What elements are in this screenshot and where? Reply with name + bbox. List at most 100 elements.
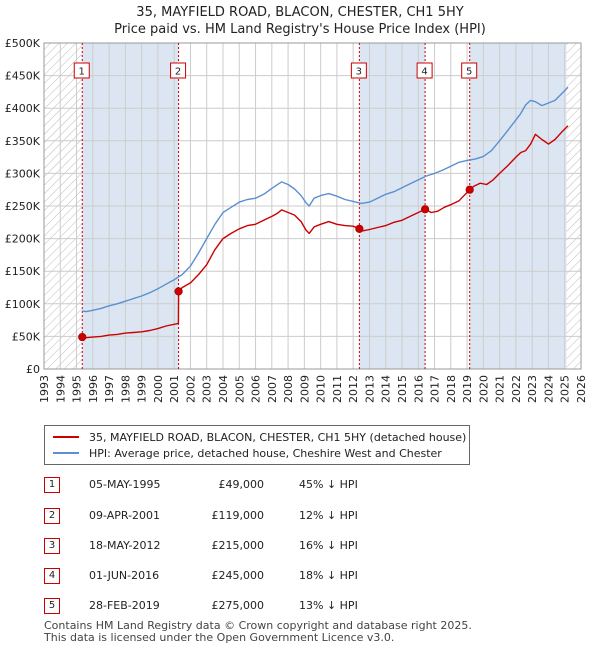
sale-price: £119,000 bbox=[211, 509, 265, 522]
sale-hpi-diff: 45% ↓ HPI bbox=[299, 478, 358, 491]
x-tick-label: 2025 bbox=[559, 375, 572, 403]
chart-title: 35, MAYFIELD ROAD, BLACON, CHESTER, CH1 … bbox=[0, 4, 600, 38]
x-tick-label: 2006 bbox=[250, 375, 263, 403]
x-tick-label: 2020 bbox=[477, 375, 490, 403]
sale-date: 18-MAY-2012 bbox=[89, 539, 161, 552]
x-tick-label: 2000 bbox=[152, 375, 165, 403]
x-tick-label: 2011 bbox=[331, 375, 344, 403]
y-tick-label: £300K bbox=[5, 167, 41, 180]
x-tick-label: 2019 bbox=[461, 375, 474, 403]
chart-subtitle: Price paid vs. HM Land Registry's House … bbox=[114, 22, 486, 37]
y-tick-label: £50K bbox=[12, 330, 41, 343]
series-line-hpi bbox=[82, 86, 569, 313]
x-tick-label: 2004 bbox=[217, 375, 230, 403]
sale-date: 09-APR-2001 bbox=[89, 509, 161, 522]
plot-border bbox=[43, 42, 582, 370]
sale-number-badge: 2 bbox=[44, 508, 60, 524]
sale-marker-box bbox=[73, 62, 90, 79]
table-row: 1 05-MAY-1995 £49,000 45% ↓ HPI bbox=[44, 477, 464, 493]
y-tick-label: £500K bbox=[5, 37, 41, 50]
x-tick-label: 2021 bbox=[494, 375, 507, 403]
chart-title-main: 35, MAYFIELD ROAD, BLACON, CHESTER, CH1 … bbox=[136, 5, 464, 20]
y-tick-label: £100K bbox=[5, 298, 41, 311]
x-tick-label: 2024 bbox=[542, 375, 555, 403]
sale-hpi-diff: 12% ↓ HPI bbox=[299, 509, 358, 522]
sale-price: £245,000 bbox=[211, 569, 265, 582]
legend: 35, MAYFIELD ROAD, BLACON, CHESTER, CH1 … bbox=[44, 425, 470, 465]
x-tick-label: 2016 bbox=[412, 375, 425, 403]
y-tick-label: £350K bbox=[5, 135, 41, 148]
sale-price: £215,000 bbox=[211, 539, 265, 552]
x-tick-label: 1999 bbox=[136, 375, 149, 403]
footer-licence: This data is licensed under the Open Gov… bbox=[44, 631, 395, 644]
sale-point bbox=[174, 287, 183, 296]
x-tick-label: 2014 bbox=[380, 375, 393, 403]
series-line-property bbox=[82, 125, 569, 339]
legend-item-property: 35, MAYFIELD ROAD, BLACON, CHESTER, CH1 … bbox=[53, 429, 466, 445]
x-tick-label: 2017 bbox=[429, 375, 442, 403]
sale-number-badge: 3 bbox=[44, 538, 60, 554]
sale-hpi-diff: 16% ↓ HPI bbox=[299, 539, 358, 552]
legend-item-hpi: HPI: Average price, detached house, Ches… bbox=[53, 445, 442, 461]
sale-point bbox=[78, 332, 87, 342]
x-tick-label: 2015 bbox=[396, 375, 409, 403]
legend-swatch-blue bbox=[53, 452, 79, 454]
x-tick-label: 2026 bbox=[575, 375, 588, 403]
sale-hpi-diff: 18% ↓ HPI bbox=[299, 569, 358, 582]
x-tick-label: 1993 bbox=[38, 375, 51, 403]
footer: Contains HM Land Registry data © Crown c… bbox=[44, 620, 472, 644]
table-row: 2 09-APR-2001 £119,000 12% ↓ HPI bbox=[44, 508, 464, 524]
x-tick-label: 2010 bbox=[315, 375, 328, 403]
sale-marker-box bbox=[170, 62, 187, 79]
sale-marker-box bbox=[350, 62, 367, 79]
footer-copyright: Contains HM Land Registry data © Crown c… bbox=[44, 619, 472, 632]
sale-number-badge: 4 bbox=[44, 568, 60, 584]
sale-marker-box bbox=[416, 62, 433, 79]
x-tick-label: 2001 bbox=[168, 375, 181, 403]
sale-marker-label: 1 bbox=[79, 67, 85, 78]
y-tick-label: £200K bbox=[5, 233, 41, 246]
sale-marker-label: 2 bbox=[175, 67, 181, 78]
table-row: 4 01-JUN-2016 £245,000 18% ↓ HPI bbox=[44, 568, 464, 584]
x-tick-label: 1996 bbox=[87, 375, 100, 403]
x-tick-label: 1994 bbox=[54, 375, 67, 403]
y-tick-label: £150K bbox=[5, 265, 41, 278]
sale-marker-box bbox=[461, 62, 478, 79]
sale-price: £49,000 bbox=[218, 478, 265, 491]
x-tick-label: 2008 bbox=[282, 375, 295, 403]
x-tick-label: 1997 bbox=[103, 375, 116, 403]
sale-date: 01-JUN-2016 bbox=[89, 569, 160, 582]
legend-swatch-red bbox=[53, 436, 79, 438]
sale-marker-label: 5 bbox=[466, 67, 472, 78]
x-tick-label: 2009 bbox=[298, 375, 311, 403]
sale-marker-label: 3 bbox=[356, 67, 362, 78]
x-tick-label: 1998 bbox=[119, 375, 132, 403]
x-tick-label: 2018 bbox=[445, 375, 458, 403]
sale-number-badge: 5 bbox=[44, 598, 60, 614]
table-row: 3 18-MAY-2012 £215,000 16% ↓ HPI bbox=[44, 538, 464, 554]
sale-date: 05-MAY-1995 bbox=[89, 478, 161, 491]
sale-hpi-diff: 13% ↓ HPI bbox=[299, 599, 358, 612]
x-tick-label: 2013 bbox=[363, 375, 376, 403]
x-tick-label: 2005 bbox=[233, 375, 246, 403]
x-tick-label: 2007 bbox=[266, 375, 279, 403]
x-tick-label: 2003 bbox=[201, 375, 214, 403]
x-tick-label: 1995 bbox=[71, 375, 84, 403]
price-chart: 1 2 3 4 5 £0 £50K £100K £150K £200K £250K £300K £350… bbox=[5, 37, 588, 403]
y-tick-label: £400K bbox=[5, 102, 41, 115]
y-tick-label: £250K bbox=[5, 200, 41, 213]
x-tick-label: 2002 bbox=[184, 375, 197, 403]
sale-point bbox=[355, 224, 364, 233]
sale-number-badge: 1 bbox=[44, 477, 60, 493]
legend-label-hpi: HPI: Average price, detached house, Ches… bbox=[89, 446, 442, 460]
sale-date: 28-FEB-2019 bbox=[89, 599, 160, 612]
table-row: 5 28-FEB-2019 £275,000 13% ↓ HPI bbox=[44, 598, 464, 614]
sale-point bbox=[465, 185, 474, 194]
y-tick-label: £450K bbox=[5, 70, 41, 83]
sale-marker-label: 4 bbox=[421, 67, 427, 78]
x-tick-label: 2012 bbox=[347, 375, 360, 403]
sale-price: £275,000 bbox=[211, 599, 265, 612]
y-tick-label: £0 bbox=[26, 363, 40, 376]
x-tick-label: 2022 bbox=[510, 375, 523, 403]
legend-label-property: 35, MAYFIELD ROAD, BLACON, CHESTER, CH1 … bbox=[89, 430, 467, 444]
